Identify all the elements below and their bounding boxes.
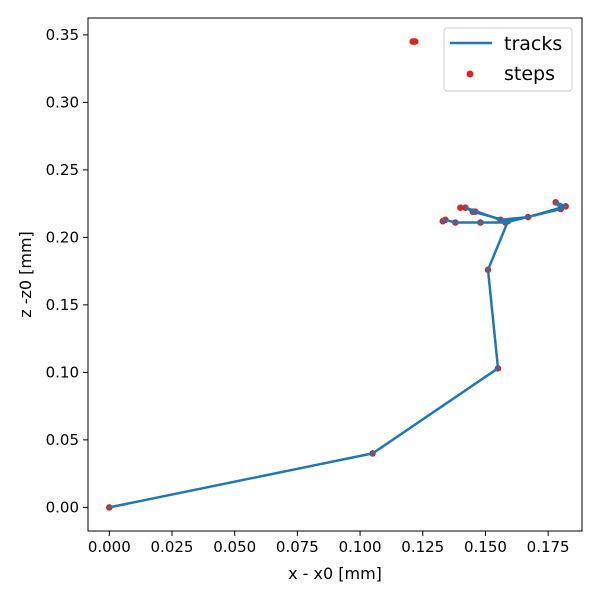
x-tick-label: 0.100	[339, 538, 382, 556]
x-axis-label: x - x0 [mm]	[288, 564, 382, 583]
axes-frame	[87, 17, 583, 532]
y-tick-label: 0.05	[46, 431, 79, 449]
x-tick-label: 0.150	[464, 538, 507, 556]
x-tick-label: 0.075	[276, 538, 319, 556]
y-tick-label: 0.20	[46, 228, 79, 246]
series-steps-point	[457, 204, 464, 211]
y-tick-label: 0.15	[46, 296, 79, 314]
y-axis-label: z -z0 [mm]	[16, 231, 35, 318]
legend-tracks-label: tracks	[504, 33, 562, 55]
y-tick-label: 0.10	[46, 363, 79, 381]
y-tick-label: 0.30	[46, 93, 79, 111]
y-tick-label: 0.25	[46, 161, 79, 179]
x-tick-label: 0.025	[151, 538, 194, 556]
y-tick-label: 0.00	[46, 498, 79, 516]
y-tick-label: 0.35	[46, 26, 79, 44]
x-tick-label: 0.175	[527, 538, 570, 556]
series-tracks-line	[108, 201, 567, 509]
x-tick-label: 0.050	[213, 538, 256, 556]
legend-steps-marker-icon	[466, 70, 474, 78]
plot-area	[106, 38, 569, 511]
x-tick-label: 0.125	[401, 538, 444, 556]
x-tick-label: 0.000	[88, 538, 131, 556]
series-steps-point	[409, 38, 417, 45]
legend: tracks steps	[443, 27, 573, 92]
legend-steps-label: steps	[504, 63, 555, 85]
axis-ticks: 0.000 0.025 0.050 0.075 0.100 0.125 0.150 0.175…	[46, 26, 570, 556]
